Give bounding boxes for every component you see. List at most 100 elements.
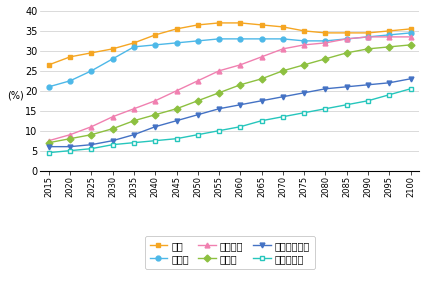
Line: ドイツ: ドイツ: [46, 30, 413, 89]
ブラジル: [408, 35, 413, 39]
ドイツ: [216, 37, 222, 41]
フィリピン: [280, 115, 285, 119]
日本: [89, 51, 94, 55]
日本: [238, 21, 243, 25]
ドイツ: [68, 79, 73, 83]
ドイツ: [344, 37, 349, 41]
ペルー: [302, 63, 307, 67]
日本: [259, 23, 264, 27]
ブラジル: [344, 37, 349, 41]
インドネシア: [153, 125, 158, 129]
ドイツ: [89, 69, 94, 73]
インドネシア: [216, 107, 222, 111]
ブラジル: [89, 125, 94, 129]
ブラジル: [280, 47, 285, 51]
フィリピン: [46, 151, 52, 154]
ブラジル: [153, 99, 158, 102]
インドネシア: [323, 87, 328, 91]
フィリピン: [344, 103, 349, 107]
フィリピン: [259, 119, 264, 123]
フィリピン: [216, 129, 222, 133]
ペルー: [68, 137, 73, 140]
ドイツ: [195, 39, 200, 43]
ドイツ: [46, 85, 52, 88]
フィリピン: [68, 149, 73, 153]
ブラジル: [131, 107, 136, 111]
インドネシア: [387, 81, 392, 85]
インドネシア: [195, 113, 200, 116]
ドイツ: [408, 31, 413, 35]
ペルー: [110, 127, 115, 130]
インドネシア: [46, 145, 52, 148]
インドネシア: [302, 91, 307, 95]
ブラジル: [46, 139, 52, 143]
日本: [280, 25, 285, 29]
ブラジル: [110, 115, 115, 119]
ブラジル: [174, 89, 179, 93]
インドネシア: [344, 85, 349, 88]
日本: [68, 55, 73, 59]
フィリピン: [131, 141, 136, 144]
ドイツ: [366, 35, 371, 39]
フィリピン: [323, 107, 328, 111]
ドイツ: [259, 37, 264, 41]
ペルー: [408, 43, 413, 47]
インドネシア: [131, 133, 136, 136]
フィリピン: [89, 147, 94, 150]
インドネシア: [366, 83, 371, 87]
Line: ペルー: ペルー: [46, 43, 413, 145]
日本: [216, 21, 222, 25]
インドネシア: [280, 95, 285, 98]
ペルー: [131, 119, 136, 123]
日本: [153, 33, 158, 37]
日本: [46, 63, 52, 67]
Line: インドネシア: インドネシア: [46, 76, 413, 149]
ドイツ: [387, 33, 392, 37]
ブラジル: [216, 69, 222, 73]
ペルー: [195, 99, 200, 102]
日本: [174, 27, 179, 31]
日本: [131, 41, 136, 45]
インドネシア: [238, 103, 243, 107]
ペルー: [387, 45, 392, 49]
フィリピン: [153, 139, 158, 143]
Line: ブラジル: ブラジル: [46, 34, 413, 143]
インドネシア: [174, 119, 179, 123]
日本: [110, 47, 115, 51]
ペルー: [46, 141, 52, 144]
日本: [408, 27, 413, 31]
ブラジル: [238, 63, 243, 67]
フィリピン: [195, 133, 200, 136]
日本: [195, 23, 200, 27]
インドネシア: [68, 145, 73, 148]
インドネシア: [110, 139, 115, 143]
日本: [302, 29, 307, 33]
ペルー: [238, 83, 243, 87]
Line: 日本: 日本: [46, 20, 413, 67]
Line: フィリピン: フィリピン: [46, 86, 413, 155]
日本: [366, 31, 371, 35]
フィリピン: [238, 125, 243, 129]
フィリピン: [366, 99, 371, 102]
ペルー: [174, 107, 179, 111]
インドネシア: [89, 143, 94, 147]
ブラジル: [259, 55, 264, 59]
ブラジル: [302, 43, 307, 47]
ブラジル: [195, 79, 200, 83]
ブラジル: [387, 35, 392, 39]
ドイツ: [153, 43, 158, 47]
ペルー: [280, 69, 285, 73]
ペルー: [323, 57, 328, 61]
フィリピン: [302, 111, 307, 115]
ペルー: [89, 133, 94, 136]
ドイツ: [131, 45, 136, 49]
ペルー: [153, 113, 158, 116]
フィリピン: [110, 143, 115, 147]
フィリピン: [387, 93, 392, 97]
日本: [344, 31, 349, 35]
フィリピン: [408, 87, 413, 91]
日本: [323, 31, 328, 35]
インドネシア: [408, 77, 413, 81]
ペルー: [259, 77, 264, 81]
ドイツ: [280, 37, 285, 41]
